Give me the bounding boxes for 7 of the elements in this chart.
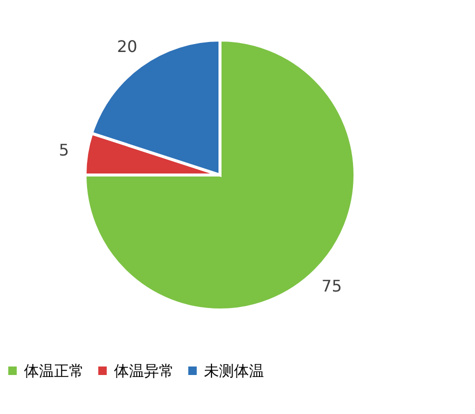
legend-label: 未测体温 bbox=[204, 362, 264, 380]
legend-label: 体温正常 bbox=[24, 362, 84, 380]
pie-slice bbox=[84, 38, 356, 312]
data-label: 20 bbox=[116, 37, 138, 56]
data-label: 5 bbox=[58, 140, 70, 160]
data-label: 75 bbox=[322, 276, 342, 296]
legend-label: 体温异常 bbox=[114, 362, 174, 380]
